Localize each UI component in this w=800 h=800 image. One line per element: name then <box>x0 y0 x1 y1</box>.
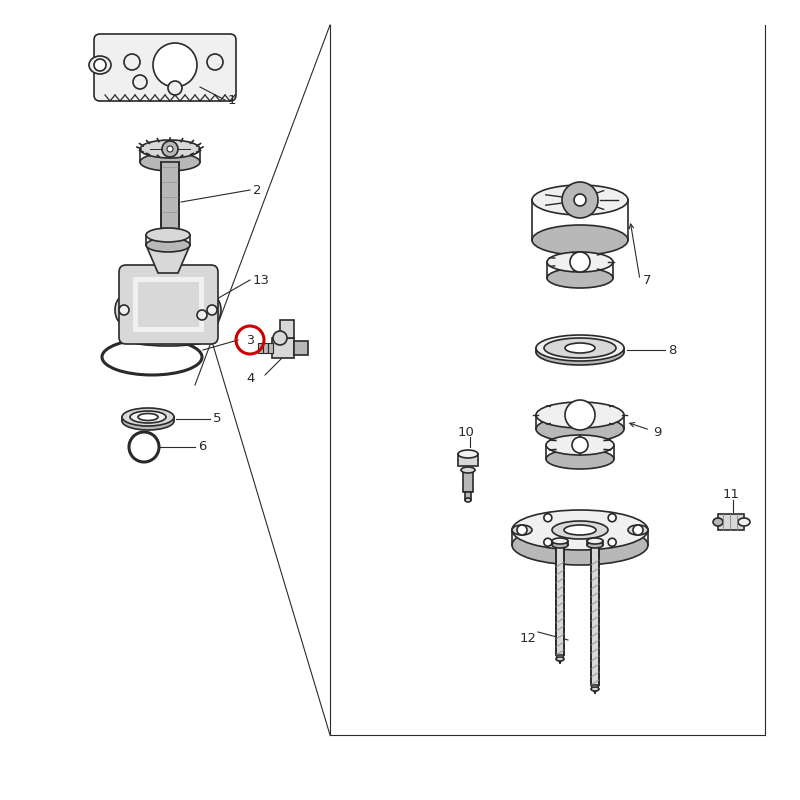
Ellipse shape <box>552 538 568 544</box>
Circle shape <box>544 538 552 546</box>
FancyBboxPatch shape <box>119 265 218 344</box>
Ellipse shape <box>546 435 614 455</box>
Ellipse shape <box>461 467 475 473</box>
Ellipse shape <box>544 338 616 358</box>
FancyBboxPatch shape <box>94 34 236 101</box>
Ellipse shape <box>565 343 595 353</box>
Circle shape <box>572 437 588 453</box>
Circle shape <box>608 514 616 522</box>
Ellipse shape <box>465 498 471 502</box>
Text: 9: 9 <box>653 426 662 438</box>
Ellipse shape <box>591 687 599 691</box>
Text: 2: 2 <box>253 183 262 197</box>
Circle shape <box>197 310 207 320</box>
Bar <box>556 545 564 655</box>
Circle shape <box>565 400 595 430</box>
Ellipse shape <box>146 238 190 252</box>
Ellipse shape <box>122 412 174 430</box>
Bar <box>280 320 294 338</box>
Bar <box>258 343 263 353</box>
Ellipse shape <box>140 140 200 158</box>
Text: 11: 11 <box>723 487 740 501</box>
Bar <box>294 341 308 355</box>
Bar <box>133 277 204 332</box>
Ellipse shape <box>552 521 608 539</box>
Ellipse shape <box>512 525 532 535</box>
Text: 5: 5 <box>213 413 222 426</box>
Circle shape <box>517 525 527 535</box>
Circle shape <box>562 182 598 218</box>
Ellipse shape <box>140 153 200 171</box>
Circle shape <box>168 81 182 95</box>
Ellipse shape <box>512 525 648 565</box>
Circle shape <box>94 59 106 71</box>
Ellipse shape <box>146 228 190 242</box>
Ellipse shape <box>512 510 648 550</box>
Ellipse shape <box>536 339 624 365</box>
Text: 4: 4 <box>246 371 254 385</box>
Bar <box>161 162 179 252</box>
Ellipse shape <box>109 345 195 369</box>
Ellipse shape <box>89 56 111 74</box>
Ellipse shape <box>273 331 287 345</box>
Text: 13: 13 <box>253 274 270 286</box>
Circle shape <box>124 54 140 70</box>
Ellipse shape <box>121 328 215 346</box>
Ellipse shape <box>536 402 624 428</box>
Text: 1: 1 <box>228 94 237 106</box>
Text: 12: 12 <box>520 631 537 645</box>
Bar <box>166 252 174 272</box>
Circle shape <box>153 43 197 87</box>
Ellipse shape <box>547 268 613 288</box>
Text: 8: 8 <box>668 343 676 357</box>
Circle shape <box>119 305 129 315</box>
Ellipse shape <box>564 525 596 535</box>
Ellipse shape <box>536 335 624 361</box>
Circle shape <box>207 54 223 70</box>
Ellipse shape <box>628 525 648 535</box>
Bar <box>458 454 478 466</box>
Ellipse shape <box>122 408 174 426</box>
Bar <box>718 514 744 530</box>
Circle shape <box>570 252 590 272</box>
Bar <box>465 492 471 500</box>
Ellipse shape <box>458 450 478 458</box>
Text: 6: 6 <box>198 441 206 454</box>
Text: 3: 3 <box>246 334 254 346</box>
Circle shape <box>167 146 173 152</box>
Ellipse shape <box>138 414 158 421</box>
Ellipse shape <box>130 411 166 423</box>
Circle shape <box>162 141 178 157</box>
Bar <box>591 545 599 685</box>
Ellipse shape <box>738 518 750 526</box>
Ellipse shape <box>532 185 628 215</box>
Ellipse shape <box>587 538 603 544</box>
Ellipse shape <box>713 518 723 526</box>
Text: 7: 7 <box>643 274 651 286</box>
Ellipse shape <box>203 296 221 324</box>
Ellipse shape <box>546 449 614 469</box>
Circle shape <box>633 525 643 535</box>
Bar <box>268 343 273 353</box>
Bar <box>463 470 473 492</box>
Ellipse shape <box>532 225 628 255</box>
Ellipse shape <box>115 296 133 324</box>
Ellipse shape <box>552 542 568 548</box>
Circle shape <box>608 538 616 546</box>
Circle shape <box>544 514 552 522</box>
Ellipse shape <box>587 542 603 548</box>
Bar <box>138 282 199 327</box>
Ellipse shape <box>547 252 613 272</box>
Circle shape <box>207 305 217 315</box>
Bar <box>263 343 268 353</box>
Ellipse shape <box>556 657 564 661</box>
Circle shape <box>133 75 147 89</box>
Text: 10: 10 <box>458 426 475 438</box>
Circle shape <box>574 194 586 206</box>
Polygon shape <box>146 245 190 273</box>
Circle shape <box>134 437 154 457</box>
Ellipse shape <box>536 416 624 442</box>
Bar <box>272 338 294 358</box>
